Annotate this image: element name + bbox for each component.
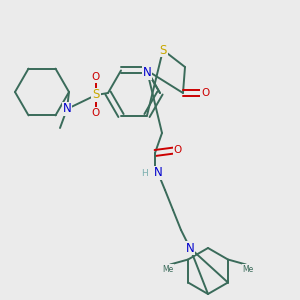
Text: O: O — [201, 88, 209, 98]
Text: H: H — [142, 169, 148, 178]
Text: N: N — [186, 242, 194, 254]
Text: O: O — [92, 108, 100, 118]
Text: N: N — [63, 103, 71, 116]
Text: N: N — [154, 167, 162, 179]
Text: O: O — [92, 72, 100, 82]
Text: N: N — [142, 66, 152, 79]
Text: S: S — [92, 88, 100, 101]
Text: Me: Me — [163, 265, 174, 274]
Text: S: S — [159, 44, 167, 56]
Text: O: O — [174, 145, 182, 155]
Text: Me: Me — [242, 265, 253, 274]
